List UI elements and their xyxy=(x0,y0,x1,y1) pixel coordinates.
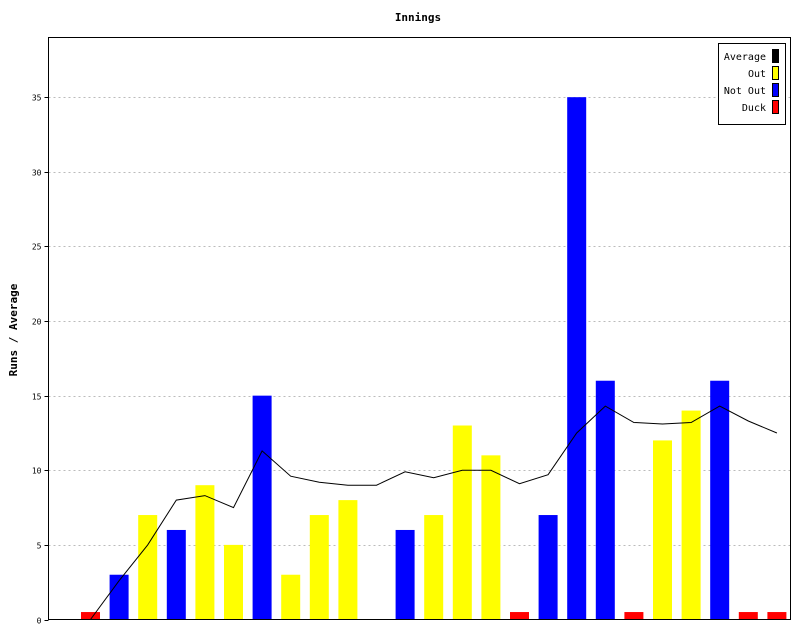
y-tick-label: 30 xyxy=(32,169,42,178)
y-tick-label: 25 xyxy=(32,243,42,252)
bar-not-out xyxy=(567,97,587,620)
legend-label: Average xyxy=(724,52,766,63)
bar-out xyxy=(138,515,158,620)
y-axis-ticks: 0 5 10 15 20 25 30 35 xyxy=(32,94,49,626)
bar-not-out xyxy=(710,380,730,620)
legend-swatch xyxy=(772,49,779,63)
bar-out xyxy=(653,440,672,620)
average-line xyxy=(90,405,778,620)
bar-duck xyxy=(767,612,787,620)
bar-not-out xyxy=(595,380,615,620)
bar-out xyxy=(195,485,215,620)
y-tick-label: 5 xyxy=(37,542,42,551)
bars xyxy=(81,97,787,620)
bar-out xyxy=(338,500,358,620)
bar-out xyxy=(309,515,329,620)
bar-out xyxy=(481,455,501,620)
bar-not-out xyxy=(166,529,186,620)
y-axis-label: Runs / Average xyxy=(7,283,20,376)
legend-label: Duck xyxy=(742,103,766,114)
y-tick-label: 0 xyxy=(37,617,42,626)
plot-frame xyxy=(48,37,791,620)
legend-label: Not Out xyxy=(724,86,766,97)
bar-not-out xyxy=(395,529,415,620)
bar-duck xyxy=(510,612,529,620)
legend-label: Out xyxy=(748,69,766,80)
gridlines xyxy=(48,97,791,546)
legend-swatch xyxy=(772,66,779,80)
bar-out xyxy=(681,410,701,620)
bar-not-out xyxy=(538,515,558,620)
bar-not-out xyxy=(109,574,129,620)
y-tick-label: 15 xyxy=(32,393,42,402)
bar-duck xyxy=(624,612,644,620)
chart-title: Innings xyxy=(395,11,441,24)
y-tick-label: 10 xyxy=(32,467,42,476)
bar-duck xyxy=(738,612,758,620)
y-tick-label: 35 xyxy=(32,94,42,103)
bar-out xyxy=(452,425,472,620)
y-tick-label: 20 xyxy=(32,318,42,327)
legend-swatch xyxy=(772,100,779,114)
bar-not-out xyxy=(252,395,272,620)
bar-out xyxy=(224,544,243,620)
legend-swatch xyxy=(772,83,779,97)
bar-out xyxy=(424,515,444,620)
legend: Average Out Not Out Duck xyxy=(718,43,786,125)
bar-duck xyxy=(81,612,100,620)
bar-out xyxy=(281,574,301,620)
